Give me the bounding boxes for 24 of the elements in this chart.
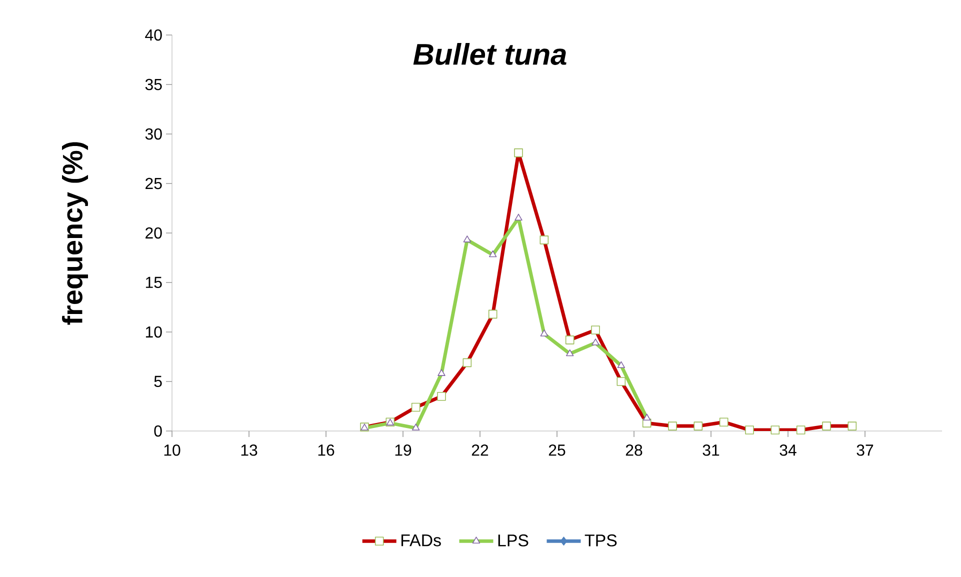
y-tick-label: 0	[154, 425, 162, 437]
y-tick-label: 25	[146, 178, 162, 190]
x-tick-label: 37	[856, 444, 874, 456]
x-tick-label: 34	[780, 444, 796, 456]
x-tick-label: 25	[548, 444, 566, 456]
y-tick-label: 5	[154, 376, 162, 388]
y-tick-label: 30	[145, 128, 162, 140]
y-tick-label: 35	[145, 78, 162, 90]
legend-label: TPS	[584, 534, 617, 546]
y-tick-label: 15	[146, 276, 162, 288]
y-axis-title: frequency (%)	[62, 142, 88, 325]
y-tick-label: 10	[146, 326, 162, 338]
x-tick-label: 28	[626, 444, 642, 456]
x-tick-label: 13	[241, 444, 258, 456]
y-tick-label: 20	[146, 227, 162, 239]
y-tick-label: 40	[145, 29, 162, 41]
x-tick-label: 10	[164, 444, 180, 456]
legend-label: LPS	[498, 534, 528, 546]
x-tick-label: 22	[472, 444, 488, 456]
x-tick-label: 16	[318, 444, 334, 456]
legend-label: FADs	[401, 534, 441, 546]
x-tick-label: 19	[395, 444, 412, 456]
x-tick-label: 31	[702, 444, 720, 456]
chart-title: Bullet tuna	[413, 43, 566, 65]
